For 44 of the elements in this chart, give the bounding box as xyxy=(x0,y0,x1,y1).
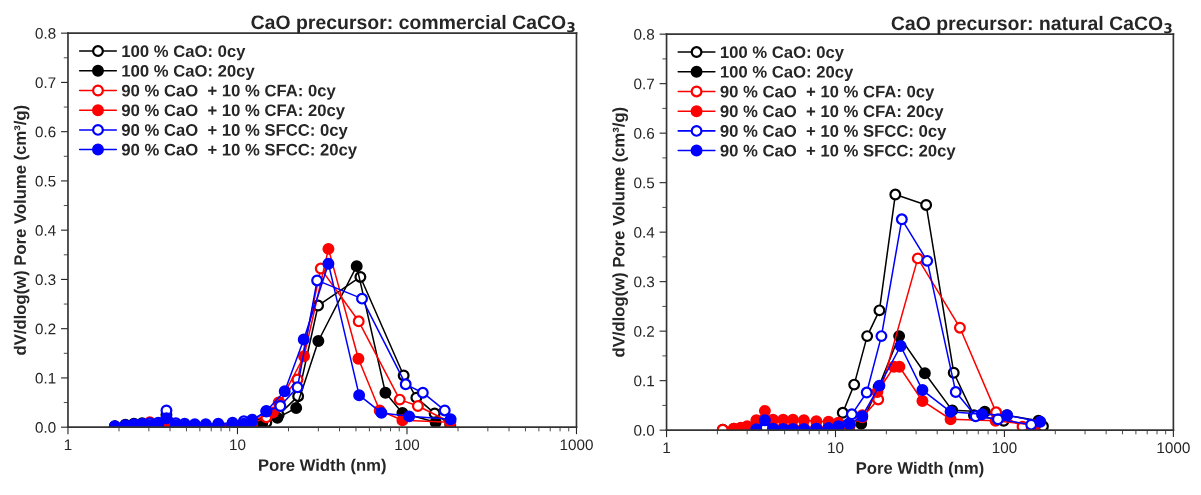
y-tick-label: 0.2 xyxy=(634,326,654,337)
x-tick-label: 1 xyxy=(64,439,72,451)
x-tick-label: 10 xyxy=(828,442,844,454)
y-tick-label: 0.3 xyxy=(35,274,56,286)
legend-label: 90 % CaO + 10 % SFCC: 20cy xyxy=(121,143,357,159)
y-tick-label: 0.1 xyxy=(634,375,655,387)
y-tick-label: 0.5 xyxy=(634,177,655,189)
y-axis-title: dV/dlog(w) Pore Volume (cm³/g) xyxy=(13,105,30,355)
y-tick-label: 0.7 xyxy=(634,78,654,90)
legend-label: 90 % CaO + 10 % SFCC: 0cy xyxy=(121,124,348,140)
legend-label: 100 % CaO: 20cy xyxy=(122,64,255,81)
y-tick-label: 0.0 xyxy=(634,425,655,436)
y-tick-label: 0.8 xyxy=(634,29,655,40)
legend-label: 90 % CaO + 10 % CFA: 0cy xyxy=(720,85,935,101)
legend-label: 90 % CaO + 10 % SFCC: 0cy xyxy=(720,125,947,141)
y-tick-label: 0.6 xyxy=(35,126,56,138)
y-tick-label: 0.0 xyxy=(35,422,56,433)
x-tick-label: 1 xyxy=(663,442,671,454)
chart-title: CaO precursor: commercial CaCO$_{3}$ xyxy=(251,14,575,34)
x-tick-label: 10 xyxy=(230,439,246,451)
y-tick-label: 0.4 xyxy=(634,227,655,238)
x-axis-title: Pore Width (nm) xyxy=(856,461,984,478)
y-tick-label: 0.3 xyxy=(634,276,655,288)
x-tick-label: 100 xyxy=(992,442,1017,454)
y-tick-label: 0.1 xyxy=(35,372,56,384)
legend-label: 90 % CaO + 10 % CFA: 0cy xyxy=(121,84,336,100)
y-tick-label: 0.6 xyxy=(634,128,655,139)
legend-label: 90 % CaO + 10 % CFA: 20cy xyxy=(121,104,345,120)
legend-label: 100 % CaO: 0cy xyxy=(720,46,844,62)
legend-label: 100 % CaO: 20cy xyxy=(720,65,854,82)
y-axis-title: dV/dlog(w) Pore Volume (cm³/g) xyxy=(612,107,628,357)
x-tick-label: 1000 xyxy=(560,439,593,451)
legend-label: 90 % CaO + 10 % CFA: 20cy xyxy=(720,105,944,121)
x-tick-label: 100 xyxy=(395,439,420,451)
x-tick-label: 1000 xyxy=(1157,442,1190,454)
y-tick-label: 0.8 xyxy=(35,28,56,39)
y-tick-label: 0.4 xyxy=(35,225,56,236)
legend-label: 100 % CaO: 0cy xyxy=(122,45,246,61)
x-axis-title: Pore Width (nm) xyxy=(259,458,386,475)
y-tick-label: 0.5 xyxy=(35,175,56,187)
chart-title: CaO precursor: natural CaCO$_{3}$ xyxy=(891,15,1172,34)
legend-label: 90 % CaO + 10 % SFCC: 20cy xyxy=(720,144,956,160)
y-tick-label: 0.2 xyxy=(35,323,56,335)
y-tick-label: 0.7 xyxy=(35,77,56,89)
